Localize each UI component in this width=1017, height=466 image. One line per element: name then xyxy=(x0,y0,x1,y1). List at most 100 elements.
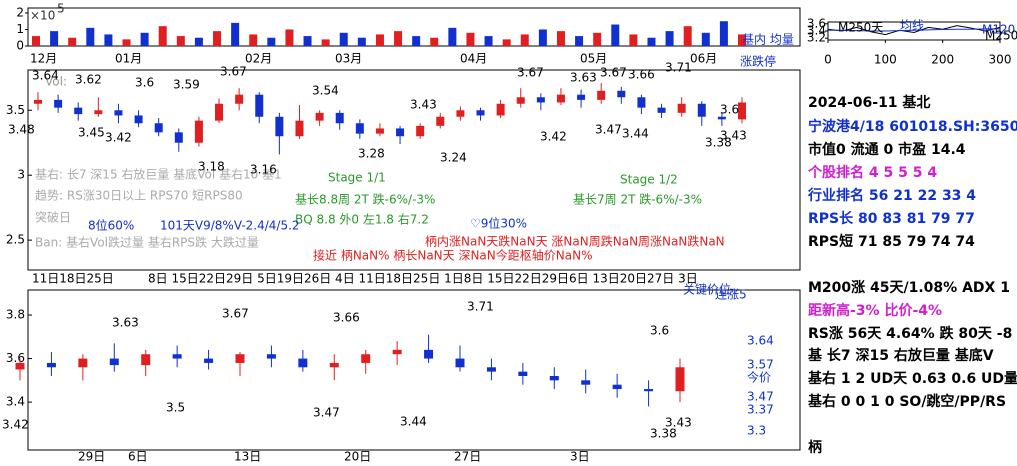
price-label: 3.71 xyxy=(665,61,692,75)
volume-bar xyxy=(285,29,294,46)
volume-bar xyxy=(140,32,149,46)
candle-body xyxy=(577,94,586,100)
volume-bar xyxy=(68,37,77,46)
annotation: ♡9位30% xyxy=(470,216,527,231)
price-label: 3.3 xyxy=(747,424,766,438)
candle-body xyxy=(355,123,364,134)
annotation: 突破日 xyxy=(35,210,71,225)
annotation: 趋势: RS涨30日以上 RPS70 短RPS80 xyxy=(35,188,243,203)
candle-body xyxy=(298,358,308,368)
annotation: 基长7周 2T 跌-6%/-3% xyxy=(573,192,702,207)
line-label: M250天 xyxy=(838,21,883,35)
volume-bar xyxy=(520,34,529,46)
price-label: 3.6 xyxy=(720,103,739,117)
price-label: 3.43 xyxy=(410,98,437,112)
price-label: 3.66 xyxy=(333,311,360,325)
candle-body xyxy=(275,116,284,137)
x-tick-label: 100 xyxy=(874,53,897,67)
price-label: 3.71 xyxy=(467,300,494,314)
price-label: 3.42 xyxy=(2,418,29,432)
volume-bar xyxy=(249,34,258,46)
y-tick-label: 0 xyxy=(16,39,24,53)
volume-bar xyxy=(556,31,565,46)
volume-bar xyxy=(50,31,59,46)
info-line: 宁波港4/18 601018.SH:3650 xyxy=(808,118,1017,135)
candle-body xyxy=(194,120,203,143)
annotation: 接近 柄NaN% 柄长NaN天 深NaN今距枢轴价NaN% xyxy=(313,248,592,263)
price-label: 3.16 xyxy=(250,163,277,177)
price-label: 3.18 xyxy=(198,160,225,174)
candle-body xyxy=(34,99,42,104)
y-tick-label: 1 xyxy=(16,22,24,36)
annotation: Stage 1/2 xyxy=(620,173,678,187)
candle-body xyxy=(215,103,224,121)
candle-body xyxy=(556,94,565,103)
price-label: 3.44 xyxy=(400,415,427,429)
volume-bar xyxy=(122,39,131,46)
panel-frame xyxy=(27,69,801,271)
candle-body xyxy=(74,107,83,115)
scale-exp: 5 xyxy=(57,2,65,16)
price-label: 3.38 xyxy=(705,136,732,150)
annotation: 涨跌停 xyxy=(740,54,776,69)
candle-body xyxy=(677,103,686,113)
volume-bar xyxy=(611,24,620,46)
x-tick-label: 200 xyxy=(931,53,954,67)
y-tick-label: 3.5 xyxy=(6,103,25,117)
candle-body xyxy=(335,112,344,124)
y-tick-label: 3.4 xyxy=(6,395,25,409)
annotation: 柄内涨NaN天跌NaN天 涨NaN周跌NaN周涨NaN跌NaN xyxy=(425,234,725,249)
panel-frame xyxy=(27,289,801,451)
candle-body xyxy=(235,354,245,363)
series-line xyxy=(827,25,1001,36)
info-line: 基 长7 深15 右放巨量 基底V xyxy=(808,347,994,364)
info-line: RPS长 80 83 81 79 77 xyxy=(808,210,975,227)
price-label: 3.47 xyxy=(747,390,774,404)
annotation: 关键价位 xyxy=(683,282,731,297)
candle-body xyxy=(396,128,405,137)
candle-body xyxy=(637,97,646,108)
candle-body xyxy=(476,110,485,116)
y-tick-label: 3.2 xyxy=(807,31,826,45)
candle-body xyxy=(114,110,123,116)
candle-body xyxy=(295,120,304,137)
volume-bar xyxy=(213,31,222,46)
price-label: 3.24 xyxy=(440,151,467,165)
candle-body xyxy=(597,90,606,100)
candle-body xyxy=(486,367,496,372)
price-label: 3.6 xyxy=(650,324,669,338)
volume-bar xyxy=(484,36,493,46)
candle-body xyxy=(456,110,465,117)
day-label: 27日 xyxy=(454,450,481,464)
volume-bar xyxy=(194,37,203,46)
price-label: 3.57 xyxy=(747,358,774,372)
price-label: 3.63 xyxy=(112,316,139,330)
price-label: 3.66 xyxy=(628,68,655,82)
volume-bar xyxy=(647,37,656,46)
candle-body xyxy=(518,371,528,376)
candle-body xyxy=(617,90,626,98)
info-line: 行业排名 56 21 22 33 4 xyxy=(807,187,976,204)
volume-bar xyxy=(158,26,167,46)
candle-body xyxy=(424,349,434,359)
price-label: 3.28 xyxy=(358,147,385,161)
month-label: 05月 xyxy=(580,52,607,66)
volume-bar xyxy=(32,36,40,46)
candle-body xyxy=(15,362,25,370)
candle-body xyxy=(416,125,425,137)
info-line: 距新高-3% 比价-4% xyxy=(808,302,942,319)
annotation: Stage 1/1 xyxy=(328,171,386,185)
volume-bar xyxy=(357,37,366,46)
volume-bar xyxy=(303,36,312,46)
legend: 基内 均量 xyxy=(742,33,794,47)
info-line: 2024-06-11 基北 xyxy=(808,94,930,111)
annotation: BQ 8.8 外0 左1.8 右7.2 xyxy=(295,212,429,227)
candle-body xyxy=(78,358,88,368)
volume-bar xyxy=(665,31,674,46)
annotation: 今价 xyxy=(747,370,771,385)
price-label: 3.67 xyxy=(220,65,247,79)
candle-body xyxy=(392,349,402,355)
candle-body xyxy=(54,99,63,108)
candle-body xyxy=(46,362,56,368)
